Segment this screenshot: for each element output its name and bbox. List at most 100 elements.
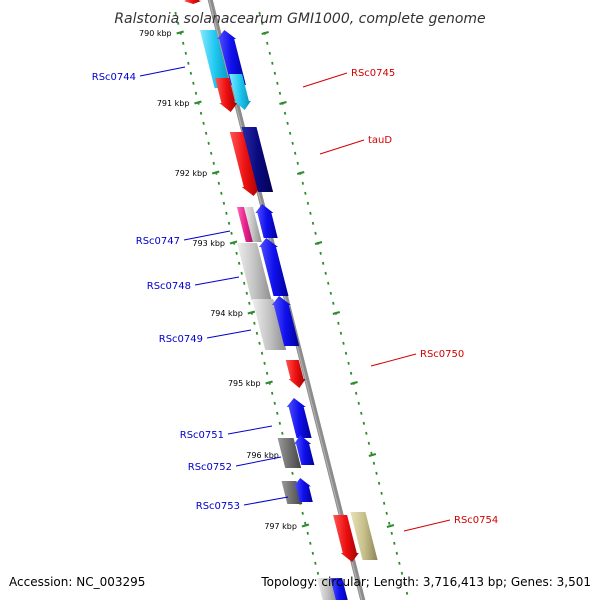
gene-label[interactable]: RSc0745 bbox=[351, 68, 395, 79]
gene-arrow[interactable] bbox=[236, 207, 254, 242]
track-outer-right-dot bbox=[260, 21, 264, 25]
tick-label: 795 kbp bbox=[228, 379, 261, 388]
gene-arrow[interactable] bbox=[215, 78, 238, 112]
tick-mark bbox=[229, 240, 238, 245]
track-outer-left-dot bbox=[207, 141, 210, 145]
gene-arrow[interactable] bbox=[229, 74, 251, 110]
gene-arrow[interactable] bbox=[271, 296, 300, 346]
tick-label: 792 kbp bbox=[175, 169, 208, 178]
track-outer-left-dot bbox=[263, 361, 266, 365]
gene-label[interactable]: RSc0749 bbox=[159, 334, 203, 345]
track-outer-right-dot bbox=[367, 441, 371, 445]
gene-leader-line bbox=[235, 456, 282, 467]
gene-arrow[interactable] bbox=[333, 515, 359, 562]
track-outer-right-dot bbox=[377, 481, 381, 485]
gene-arrow[interactable] bbox=[241, 127, 274, 192]
gene-label[interactable]: RSc0753 bbox=[196, 501, 240, 512]
track-outer-left-dot bbox=[301, 511, 304, 515]
track-outer-left-dot bbox=[202, 121, 205, 125]
gene-arrow[interactable] bbox=[350, 512, 378, 560]
gene-arrow[interactable] bbox=[229, 132, 261, 196]
track-outer-right-dot bbox=[357, 401, 360, 405]
gene-leader-line bbox=[302, 72, 348, 88]
track-outer-left-dot bbox=[217, 181, 221, 185]
gene-arrow[interactable] bbox=[277, 438, 302, 468]
track-outer-right-dot bbox=[382, 501, 386, 505]
gene-leader-line bbox=[227, 425, 273, 435]
track-outer-right-dot bbox=[268, 51, 272, 55]
gene-arrow[interactable] bbox=[199, 30, 231, 88]
track-outer-right-dot bbox=[344, 351, 348, 355]
gene-label[interactable]: RSc0751 bbox=[180, 430, 224, 441]
track-outer-right-dot bbox=[405, 591, 409, 595]
tick-mark bbox=[296, 170, 305, 176]
track-outer-left-dot bbox=[276, 411, 279, 415]
track-outer-right-dot bbox=[390, 531, 393, 535]
gene-label[interactable]: RSc0752 bbox=[188, 462, 232, 473]
track-outer-left-dot bbox=[212, 161, 215, 165]
gene-arrow[interactable] bbox=[243, 207, 262, 242]
track-outer-right-dot bbox=[266, 41, 269, 45]
gene-arrow[interactable] bbox=[330, 578, 349, 600]
gene-arrow[interactable] bbox=[217, 30, 246, 85]
track-outer-left-dot bbox=[210, 151, 213, 155]
track-outer-right-dot bbox=[393, 541, 396, 545]
gene-arrow[interactable] bbox=[317, 578, 337, 600]
track-outer-right-dot bbox=[271, 61, 274, 65]
track-outer-left-dot bbox=[187, 61, 190, 65]
map-title: Ralstonia solanacearum GMI1000, complete… bbox=[114, 11, 485, 27]
track-outer-right-dot bbox=[291, 141, 294, 145]
track-outer-left-dot bbox=[314, 561, 317, 565]
gene-arrow[interactable] bbox=[259, 238, 289, 296]
track-outer-left-dot bbox=[199, 111, 203, 115]
gene-label[interactable]: RSc0754 bbox=[454, 515, 498, 526]
gene-label[interactable]: RSc0747 bbox=[136, 236, 180, 247]
gene-arrow[interactable] bbox=[294, 435, 315, 465]
track-outer-right-dot bbox=[309, 211, 312, 215]
track-outer-left-dot bbox=[243, 281, 246, 285]
track-outer-left-dot bbox=[258, 341, 261, 345]
track-outer-left-dot bbox=[278, 421, 282, 425]
track-outer-left-dot bbox=[304, 521, 307, 525]
track-outer-left-dot bbox=[192, 81, 195, 85]
track-outer-right-dot bbox=[385, 511, 388, 515]
gene-features bbox=[183, 0, 378, 600]
gene-label[interactable]: RSc0748 bbox=[147, 281, 191, 292]
tick-mark bbox=[261, 30, 269, 36]
tick-label: 796 kbp bbox=[246, 451, 279, 460]
track-outer-right-dot bbox=[294, 151, 297, 155]
gene-arrow[interactable] bbox=[252, 299, 287, 350]
track-outer-left-dot bbox=[182, 41, 185, 45]
track-outer-left-dot bbox=[220, 191, 223, 195]
gene-arrow[interactable] bbox=[183, 0, 202, 4]
track-outer-left-dot bbox=[237, 261, 241, 265]
tick-group: 790 kbp 791 kbp 792 kbp 793 kbp 794 kbp 795 k… bbox=[139, 29, 395, 531]
track-outer-left-dot bbox=[248, 301, 251, 305]
tick-mark bbox=[301, 523, 310, 528]
gene-leader-line bbox=[194, 276, 240, 286]
accession-text: Accession: NC_003295 bbox=[9, 575, 145, 589]
gene-label[interactable]: RSc0750 bbox=[420, 349, 464, 360]
topology-text: Topology: circular; Length: 3,716,413 bp… bbox=[260, 575, 591, 589]
gene-label[interactable]: tauD bbox=[368, 135, 392, 146]
gene-label[interactable]: RSc0744 bbox=[92, 72, 136, 83]
track-outer-right-dot bbox=[380, 491, 383, 495]
track-outer-right-dot bbox=[398, 561, 401, 565]
track-outer-right-dot bbox=[276, 81, 279, 85]
track-outer-right-dot bbox=[319, 251, 322, 255]
track-outer-right-dot bbox=[375, 471, 378, 475]
tick-label: 794 kbp bbox=[210, 309, 243, 318]
tick-label: 793 kbp bbox=[192, 239, 225, 248]
gene-arrow[interactable] bbox=[286, 398, 312, 438]
gene-arrow[interactable] bbox=[237, 243, 272, 300]
gene-arrow[interactable] bbox=[285, 360, 306, 388]
gene-arrow[interactable] bbox=[293, 478, 313, 502]
track-outer-right-dot bbox=[286, 121, 289, 125]
track-outer-right-dot bbox=[400, 571, 404, 575]
track-outer-left-dot bbox=[316, 571, 320, 575]
track-outer-right-dot bbox=[278, 91, 282, 95]
track-outer-left-dot bbox=[311, 551, 315, 555]
gene-arrow[interactable] bbox=[255, 204, 278, 238]
track-outer-right-dot bbox=[360, 411, 363, 415]
tick-mark bbox=[386, 523, 395, 529]
